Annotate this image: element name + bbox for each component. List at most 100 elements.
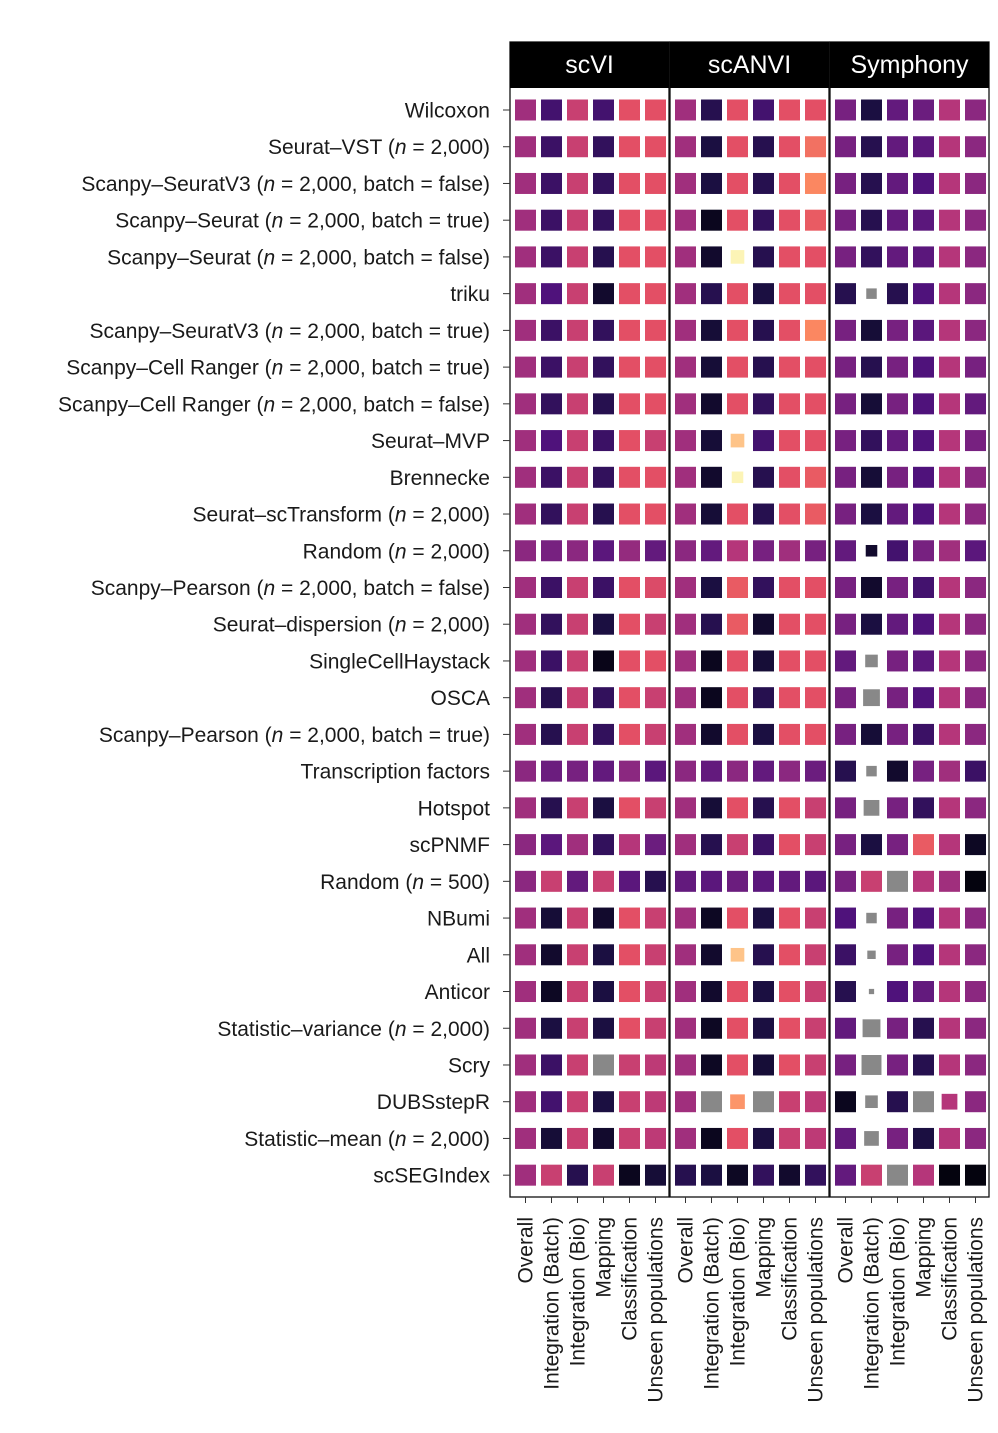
heatmap-cell [805,907,826,929]
heatmap-cell [913,1017,934,1039]
heatmap-cell [939,99,960,121]
heatmap-cell [941,1093,958,1110]
heatmap-cell [727,356,748,378]
heatmap-cell [779,687,800,709]
heatmap-cell [727,209,748,231]
metric-label: Mapping [753,1217,776,1298]
heatmap-cell [835,430,856,452]
heatmap-cell [515,209,536,231]
heatmap-cell [675,760,696,782]
metric-label: Mapping [593,1217,616,1298]
heatmap-cell [887,1054,908,1076]
heatmap-cell [619,1164,640,1186]
heatmap-cell [835,797,856,819]
heatmap-cell [645,797,666,819]
method-label: Scanpy–Pearson (n = 2,000, batch = false… [91,577,490,600]
heatmap-cell [861,576,882,598]
heatmap-cell [515,687,536,709]
heatmap-cell [541,1164,562,1186]
heatmap-cell [645,540,666,562]
heatmap-cell [593,687,614,709]
heatmap-cell [675,834,696,856]
heatmap-cell [593,319,614,341]
heatmap-cell [913,981,934,1003]
heatmap-cell [753,356,774,378]
heatmap-cell [887,834,908,856]
heatmap-cell [805,870,826,892]
heatmap-cell [727,981,748,1003]
heatmap-cell [567,1127,588,1149]
heatmap-cell [779,907,800,929]
metric-label: Unseen populations [965,1217,988,1403]
heatmap-cell [865,654,878,668]
heatmap-cell [701,981,722,1003]
heatmap-cell [515,99,536,121]
heatmap-cell [727,650,748,672]
heatmap-cell [567,907,588,929]
heatmap-cell [645,466,666,488]
heatmap-cell [913,576,934,598]
heatmap-cell [835,1091,856,1113]
method-label: triku [450,283,490,306]
heatmap-cell [887,319,908,341]
heatmap-cell [835,613,856,635]
heatmap-cell [701,283,722,305]
heatmap-cell [913,540,934,562]
heatmap-cell [567,172,588,194]
heatmap-cell [779,1054,800,1076]
heatmap-cell [567,834,588,856]
heatmap-cell [645,834,666,856]
heatmap-cell [861,246,882,268]
heatmap-cell [835,687,856,709]
heatmap-cell [645,393,666,415]
heatmap-cell [567,870,588,892]
heatmap-cell [619,723,640,745]
heatmap-cell [645,944,666,966]
heatmap-cell [867,950,876,959]
heatmap-cell [939,1164,960,1186]
heatmap-cell [515,944,536,966]
heatmap-cell [887,650,908,672]
heatmap-cell [675,356,696,378]
heatmap-cell [645,576,666,598]
heatmap-cell [805,172,826,194]
heatmap-cell [939,356,960,378]
heatmap-cell [515,1127,536,1149]
method-label: Random (n = 500) [320,871,490,894]
heatmap-cell [753,319,774,341]
heatmap-cell [593,136,614,158]
method-label: Scanpy–Seurat (n = 2,000, batch = true) [115,210,490,233]
heatmap-cell [887,1164,908,1186]
heatmap-cell [779,1164,800,1186]
heatmap-cell [515,283,536,305]
heatmap-cell [727,393,748,415]
heatmap-cell [541,356,562,378]
heatmap-cell [619,1127,640,1149]
heatmap-cell [593,944,614,966]
heatmap-cell [645,319,666,341]
heatmap-cell [567,319,588,341]
heatmap-cell [753,1017,774,1039]
heatmap-cell [861,613,882,635]
metric-label: Classification [779,1217,802,1341]
heatmap-cell [835,1164,856,1186]
panel-frame-scanvi [669,41,830,1198]
heatmap-cell [805,1091,826,1113]
heatmap-cell [779,99,800,121]
heatmap-cell [805,760,826,782]
heatmap-cell [645,283,666,305]
heatmap-cell [567,1091,588,1113]
heatmap-cell [675,393,696,415]
heatmap-cell [835,576,856,598]
heatmap-cell [515,907,536,929]
heatmap-cell [727,1164,748,1186]
heatmap-cell [727,1127,748,1149]
heatmap-cell [753,246,774,268]
method-label: All [467,944,490,967]
method-label: SingleCellHaystack [309,650,490,673]
heatmap-cell [701,172,722,194]
panel-header-scanvi [670,42,829,88]
heatmap-cell [730,1094,745,1110]
heatmap-cell [541,723,562,745]
heatmap-cell [913,797,934,819]
